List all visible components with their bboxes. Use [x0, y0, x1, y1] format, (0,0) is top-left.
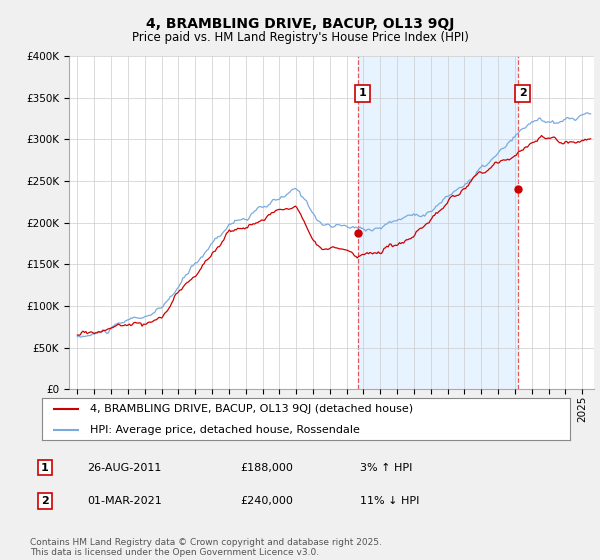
Text: 3% ↑ HPI: 3% ↑ HPI — [360, 463, 412, 473]
Text: 11% ↓ HPI: 11% ↓ HPI — [360, 496, 419, 506]
Text: 4, BRAMBLING DRIVE, BACUP, OL13 9QJ (detached house): 4, BRAMBLING DRIVE, BACUP, OL13 9QJ (det… — [89, 404, 413, 414]
Bar — [358, 56, 518, 389]
Text: £188,000: £188,000 — [240, 463, 293, 473]
Text: 4, BRAMBLING DRIVE, BACUP, OL13 9QJ: 4, BRAMBLING DRIVE, BACUP, OL13 9QJ — [146, 17, 454, 31]
Text: Price paid vs. HM Land Registry's House Price Index (HPI): Price paid vs. HM Land Registry's House … — [131, 31, 469, 44]
Text: 2: 2 — [41, 496, 49, 506]
Text: Contains HM Land Registry data © Crown copyright and database right 2025.
This d: Contains HM Land Registry data © Crown c… — [30, 538, 382, 557]
Text: 2: 2 — [519, 88, 527, 99]
Text: 1: 1 — [359, 88, 367, 99]
Text: 26-AUG-2011: 26-AUG-2011 — [87, 463, 161, 473]
Text: £240,000: £240,000 — [240, 496, 293, 506]
Text: 01-MAR-2021: 01-MAR-2021 — [87, 496, 162, 506]
Text: HPI: Average price, detached house, Rossendale: HPI: Average price, detached house, Ross… — [89, 426, 359, 435]
Text: 1: 1 — [41, 463, 49, 473]
